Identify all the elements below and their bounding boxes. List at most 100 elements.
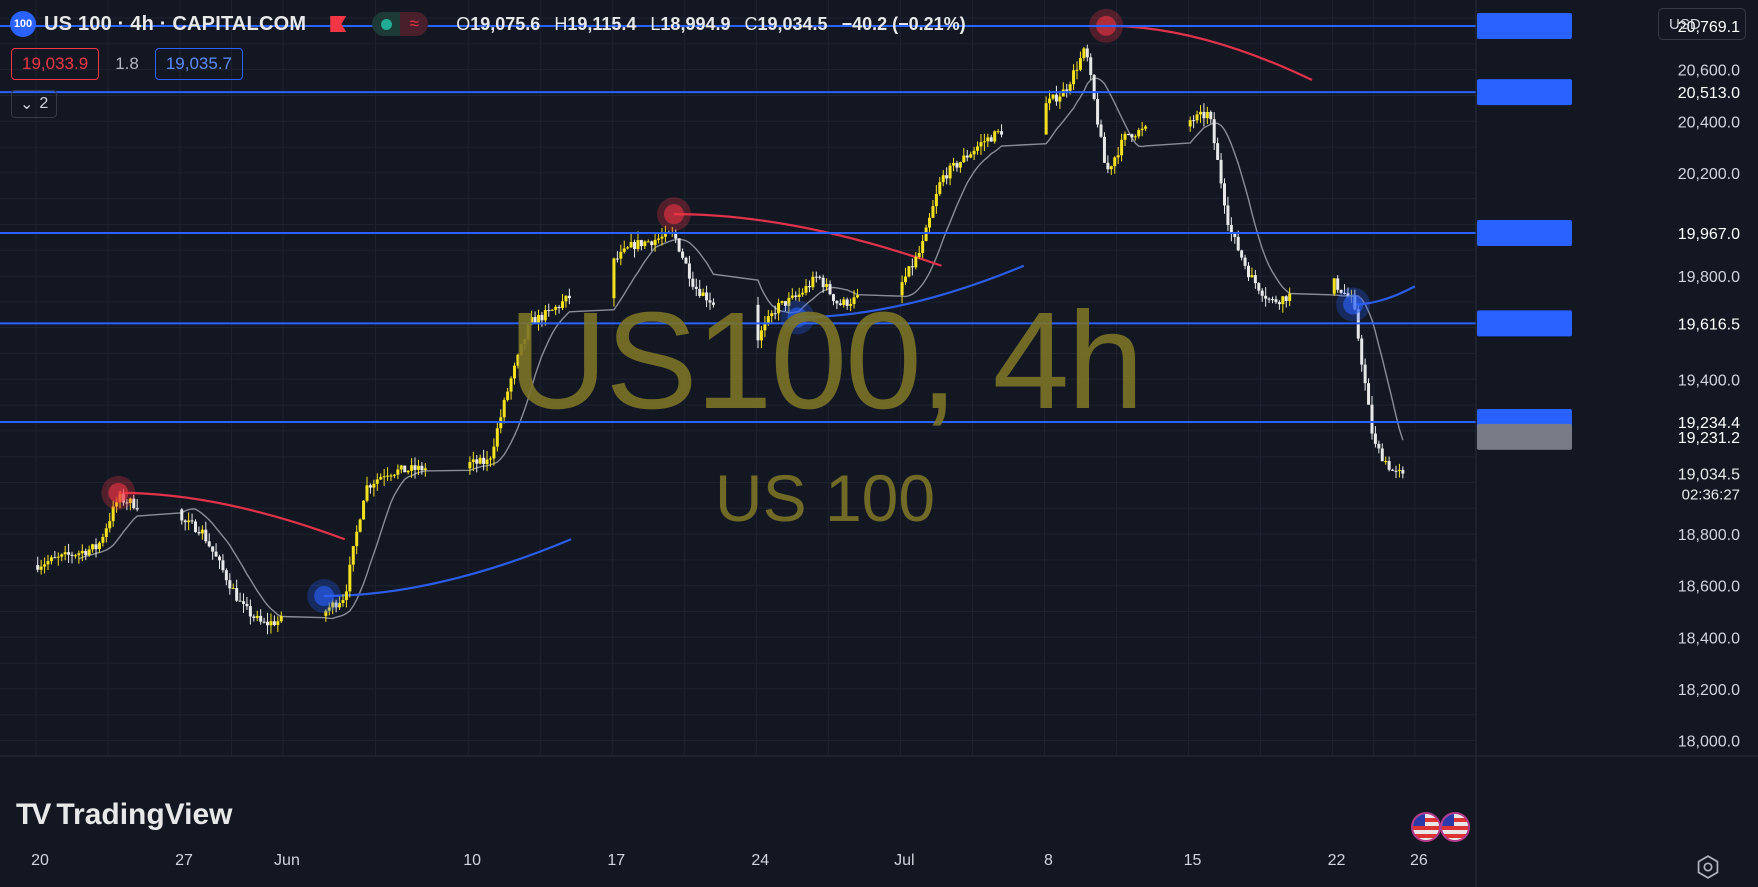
flag-icon[interactable] [330,16,347,32]
candle-body [996,131,1000,133]
candle-body [471,459,475,463]
spread-value: 1.8 [115,54,139,73]
candle-body [790,295,794,298]
settings-icon[interactable] [1695,854,1721,880]
time-axis[interactable]: 20 27 Jun 10 17 24 Jul 8 15 22 26 [31,852,1428,869]
candle-body [1054,94,1058,102]
candle-body [87,549,91,556]
market-open-icon[interactable] [372,12,401,36]
candle-body [1391,469,1395,471]
indicators-toggle-button[interactable]: ⌄ 2 [11,90,58,118]
currency-selector[interactable]: USD [1658,8,1746,40]
candle-body [403,465,407,473]
candle-body [248,606,252,617]
candle-body [900,282,904,296]
candle-body [976,146,980,151]
candle-body [1209,111,1213,120]
candle-body [849,304,853,306]
candle-body [1096,98,1100,125]
time-tick-label: Jul [894,852,914,869]
price-tag[interactable] [1477,423,1572,450]
level-price-tag[interactable] [1477,79,1572,106]
candle-body [674,232,678,239]
level-price-tag[interactable] [1477,310,1572,337]
symbol-title[interactable]: US 100 · 4h · CAPITALCOM [44,12,307,35]
candle-body [231,588,235,590]
candle-body [1264,295,1268,299]
peak-marker [663,204,684,225]
price-tick-label: 20,400.0 [1678,114,1740,131]
last-price-tag[interactable] [1477,459,1572,506]
tradingview-logo[interactable]: TV TradingView [16,798,233,832]
level-price-tag[interactable] [1477,13,1572,40]
sell-button[interactable]: 19,033.9 [11,48,100,80]
buy-button[interactable]: 19,035.7 [154,48,244,80]
moving-average [78,77,1404,620]
candle-body [646,241,650,243]
candle-body [711,302,715,305]
candle-body [49,557,53,562]
candle-body [1068,84,1072,91]
candle-body [197,532,201,534]
candle-body [372,483,376,488]
candle-body [657,238,661,240]
candle-body [327,607,331,611]
candle-body [1363,364,1367,384]
market-status[interactable]: ≈ [372,12,429,36]
symbol-logo-icon[interactable]: 100 [10,11,36,37]
candle-body [218,556,222,561]
time-tick-label: 27 [175,852,193,869]
candle-body [43,564,47,567]
horizontal-levels[interactable] [0,25,1476,424]
candle-body [993,131,997,142]
candle-body [550,309,554,311]
candle-body [324,610,328,616]
trade-buttons: 19,033.9 1.8 19,035.7 [11,48,244,80]
candle-body [814,276,818,278]
us-flag-event-icon[interactable] [1440,812,1470,842]
candle-body [615,258,619,260]
candle-body [777,302,781,314]
candle-body [389,475,393,477]
candle-body [818,276,822,278]
grid [0,0,1476,756]
candle-body [413,465,417,470]
candle-body [526,323,530,340]
data-delay-icon[interactable]: ≈ [400,12,429,36]
candle-body [924,227,928,242]
candle-body [1109,166,1113,170]
candle-body [1219,159,1223,184]
candle-body [221,560,225,571]
level-price-tag[interactable] [1477,219,1572,246]
candle-body [1216,143,1220,160]
level-price-label: 19,616.5 [1678,316,1740,333]
candle-body [629,241,633,248]
candle-body [1360,338,1364,365]
level-price-label: 19,967.0 [1678,226,1740,243]
candle-body [708,300,712,303]
candle-body [1089,57,1093,75]
time-tick-label: 20 [31,852,49,869]
candle-body [375,479,379,484]
candle-body [224,570,228,581]
candle-body [934,193,938,207]
time-tick-label: 17 [607,852,625,869]
legend-header: 100 US 100 · 4h · CAPITALCOM ≈ O19,075.6… [10,8,966,40]
candle-body [382,476,386,478]
candle-body [825,284,829,288]
candle-body [1274,299,1278,303]
time-tick-label: 15 [1184,852,1202,869]
level-price-label: 20,513.0 [1678,85,1740,102]
low-label: L [650,13,661,34]
candle-body [1288,293,1292,301]
candle-body [341,600,345,603]
candle-body [931,206,935,218]
candle-body [619,251,623,259]
candle-body [698,288,702,296]
close-label: C [744,13,758,34]
us-flag-event-icon[interactable] [1411,812,1441,842]
candle-body [1284,296,1288,301]
